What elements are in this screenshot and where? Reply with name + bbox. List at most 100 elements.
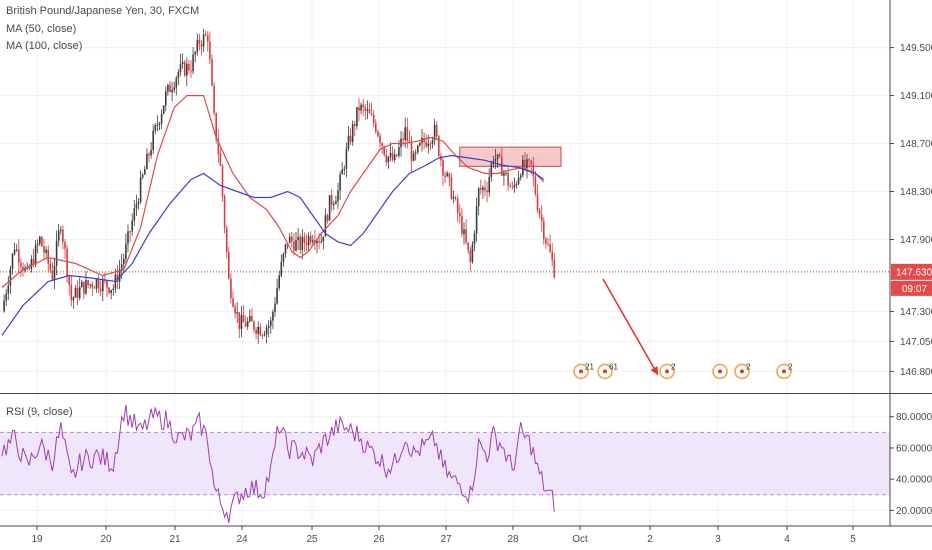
candle-body [112, 288, 115, 290]
candle-body [240, 315, 243, 330]
candle-body [356, 107, 358, 127]
candle-body [196, 39, 199, 53]
candle-body [496, 154, 499, 160]
candle-body [505, 172, 507, 174]
countdown-tag-bg [891, 280, 932, 296]
candle-body [372, 114, 375, 124]
candle-body [318, 240, 320, 243]
candle-body [366, 109, 369, 112]
candle-body [45, 249, 47, 253]
candle-body [194, 52, 196, 55]
candle-body [49, 263, 52, 271]
candle-body [454, 197, 457, 199]
candle-body [375, 123, 377, 132]
candle-body [465, 229, 467, 243]
candle-body [303, 236, 306, 243]
candle-body [339, 174, 341, 191]
candle-body [267, 325, 270, 328]
candle-body [125, 243, 127, 259]
candle-body [99, 288, 102, 292]
candle-body [228, 251, 230, 279]
candle-body [501, 156, 503, 176]
candle-body [408, 140, 411, 144]
candle-body [123, 258, 125, 265]
candle-body [431, 139, 434, 144]
candle-body [459, 212, 461, 216]
candle-body [183, 62, 186, 76]
event-count: 2 [746, 362, 751, 371]
candle-body [507, 172, 509, 186]
candle-body [345, 148, 348, 169]
candle-body [129, 231, 131, 233]
candle-body [419, 142, 421, 146]
candle-body [249, 315, 251, 322]
candle-body [13, 249, 16, 254]
candle-body [51, 270, 54, 280]
last-price-value: 147.630 [896, 267, 932, 278]
candle-body [160, 113, 163, 124]
candle-body [463, 229, 465, 235]
rsi-tick-label: 80.0000 [896, 412, 932, 423]
resistance-zone-rectangle[interactable] [459, 146, 562, 167]
candle-body [393, 154, 396, 161]
candle-body [385, 154, 388, 163]
event-icon-dot [740, 369, 744, 374]
candle-body [76, 287, 79, 299]
candle-body [215, 113, 217, 140]
candle-body [36, 243, 39, 246]
candle-body [41, 236, 43, 247]
candle-body [179, 64, 182, 72]
candle-body [425, 142, 427, 147]
price-tick-label: 146.800 [900, 367, 932, 378]
candle-body [450, 177, 453, 199]
candle-body [358, 107, 360, 111]
candle-body [87, 280, 89, 285]
candle-body [511, 186, 514, 188]
candle-body [253, 321, 255, 330]
projection-arrow[interactable] [602, 278, 659, 376]
candle-body [438, 136, 440, 156]
economic-events[interactable]: 21 61 2 2 2 [573, 362, 793, 380]
candle-body [146, 153, 148, 170]
event-count: 21 [585, 362, 594, 371]
candle-body [55, 240, 58, 266]
candle-body [477, 188, 480, 206]
candle-body [540, 215, 543, 222]
candle-body [246, 321, 249, 327]
time-tick-label: Oct [572, 534, 588, 545]
candle-body [494, 159, 497, 162]
candle-body [280, 261, 283, 276]
time-tick-label: 27 [440, 534, 452, 545]
candle-body [74, 287, 77, 298]
rsi-band [0, 432, 890, 495]
candle-body [486, 190, 488, 193]
candle-body [43, 246, 45, 253]
candle-body [534, 176, 537, 195]
price-pane-grid [0, 0, 890, 393]
candle-body [202, 34, 205, 47]
candle-body [288, 236, 291, 244]
candle-body [305, 242, 308, 246]
candle-body [528, 159, 530, 161]
candle-body [387, 156, 390, 163]
candle-body [257, 326, 259, 334]
candle-body [524, 159, 526, 168]
candle-body [200, 44, 203, 47]
candle-body [188, 63, 190, 71]
time-tick-label: 28 [507, 534, 519, 545]
time-tick-label: 20 [100, 534, 112, 545]
candle-body [333, 203, 335, 206]
candle-body [307, 235, 310, 246]
candle-body [429, 143, 432, 145]
projection-arrowhead [650, 366, 658, 376]
candle-body [15, 249, 18, 251]
candle-body [467, 242, 469, 251]
candle-body [490, 163, 493, 178]
candle-body [322, 236, 325, 242]
candle-body [39, 236, 41, 244]
price-tick-label: 149.500 [900, 43, 932, 54]
candle-body [362, 104, 364, 108]
candle-body [284, 244, 287, 254]
rsi-legend: RSI (9, close) [6, 406, 73, 418]
